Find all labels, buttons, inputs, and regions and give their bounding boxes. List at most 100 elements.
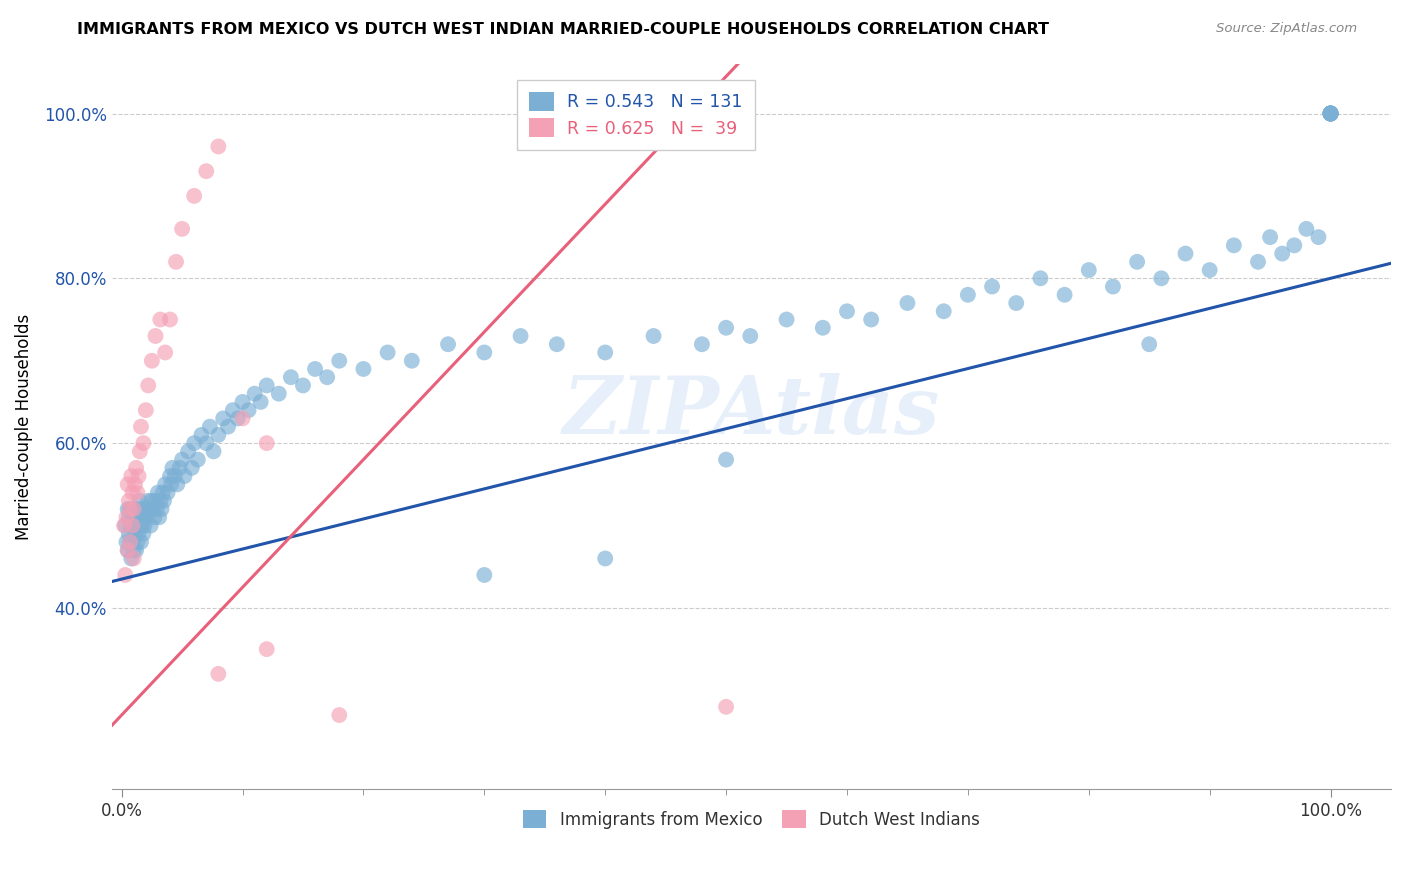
Point [124, 477, 146, 491]
Point [120, 551, 142, 566]
Point [120, 518, 142, 533]
Point [1174, 246, 1197, 260]
Point [148, 510, 170, 524]
Point [1102, 279, 1125, 293]
Point [146, 485, 169, 500]
Point [1126, 255, 1149, 269]
Point [231, 411, 253, 425]
Point [180, 460, 202, 475]
Point [163, 469, 186, 483]
Point [122, 543, 145, 558]
Point [132, 436, 155, 450]
Point [121, 510, 143, 524]
Point [131, 518, 153, 533]
Point [377, 345, 399, 359]
Point [159, 469, 181, 483]
Point [243, 386, 266, 401]
Point [643, 329, 665, 343]
Point [1319, 106, 1341, 120]
Point [125, 543, 148, 558]
Point [249, 395, 271, 409]
Point [120, 502, 142, 516]
Point [207, 428, 229, 442]
Point [714, 106, 737, 120]
Point [172, 452, 194, 467]
Point [127, 485, 149, 500]
Point [117, 502, 139, 516]
Point [134, 518, 156, 533]
Point [125, 460, 148, 475]
Point [117, 477, 139, 491]
Point [1005, 296, 1028, 310]
Point [226, 411, 249, 425]
Point [135, 403, 157, 417]
Point [115, 535, 138, 549]
Point [1319, 106, 1341, 120]
Point [740, 329, 762, 343]
Point [304, 362, 326, 376]
Point [128, 510, 150, 524]
Point [835, 304, 858, 318]
Point [145, 502, 167, 516]
Point [129, 510, 152, 524]
Point [162, 460, 184, 475]
Point [1223, 238, 1246, 252]
Point [316, 370, 339, 384]
Point [187, 452, 209, 467]
Point [328, 708, 350, 723]
Point [124, 526, 146, 541]
Point [183, 436, 205, 450]
Point [1198, 263, 1220, 277]
Point [120, 469, 142, 483]
Point [115, 510, 138, 524]
Point [202, 444, 225, 458]
Point [195, 436, 218, 450]
Point [207, 666, 229, 681]
Point [291, 378, 314, 392]
Y-axis label: Married-couple Households: Married-couple Households [15, 313, 32, 540]
Point [1319, 106, 1341, 120]
Point [1319, 106, 1341, 120]
Point [131, 502, 153, 516]
Point [401, 353, 423, 368]
Point [472, 568, 495, 582]
Point [195, 164, 218, 178]
Point [141, 353, 163, 368]
Point [1150, 271, 1173, 285]
Point [328, 353, 350, 368]
Point [120, 535, 142, 549]
Point [256, 436, 278, 450]
Point [172, 222, 194, 236]
Point [129, 535, 152, 549]
Point [122, 502, 145, 516]
Point [145, 329, 167, 343]
Point [169, 460, 191, 475]
Point [472, 345, 495, 359]
Point [932, 304, 955, 318]
Point [134, 510, 156, 524]
Point [714, 699, 737, 714]
Point [593, 551, 616, 566]
Point [593, 345, 616, 359]
Point [156, 485, 179, 500]
Point [114, 518, 136, 533]
Point [1271, 246, 1294, 260]
Point [190, 428, 212, 442]
Point [896, 296, 918, 310]
Point [118, 526, 141, 541]
Point [981, 279, 1004, 293]
Point [437, 337, 460, 351]
Point [117, 543, 139, 558]
Point [165, 255, 187, 269]
Point [152, 485, 174, 500]
Point [153, 345, 176, 359]
Point [121, 535, 143, 549]
Point [509, 329, 531, 343]
Point [139, 518, 162, 533]
Point [1258, 230, 1281, 244]
Point [1319, 106, 1341, 120]
Point [280, 370, 302, 384]
Point [177, 444, 200, 458]
Point [150, 502, 173, 516]
Point [212, 411, 235, 425]
